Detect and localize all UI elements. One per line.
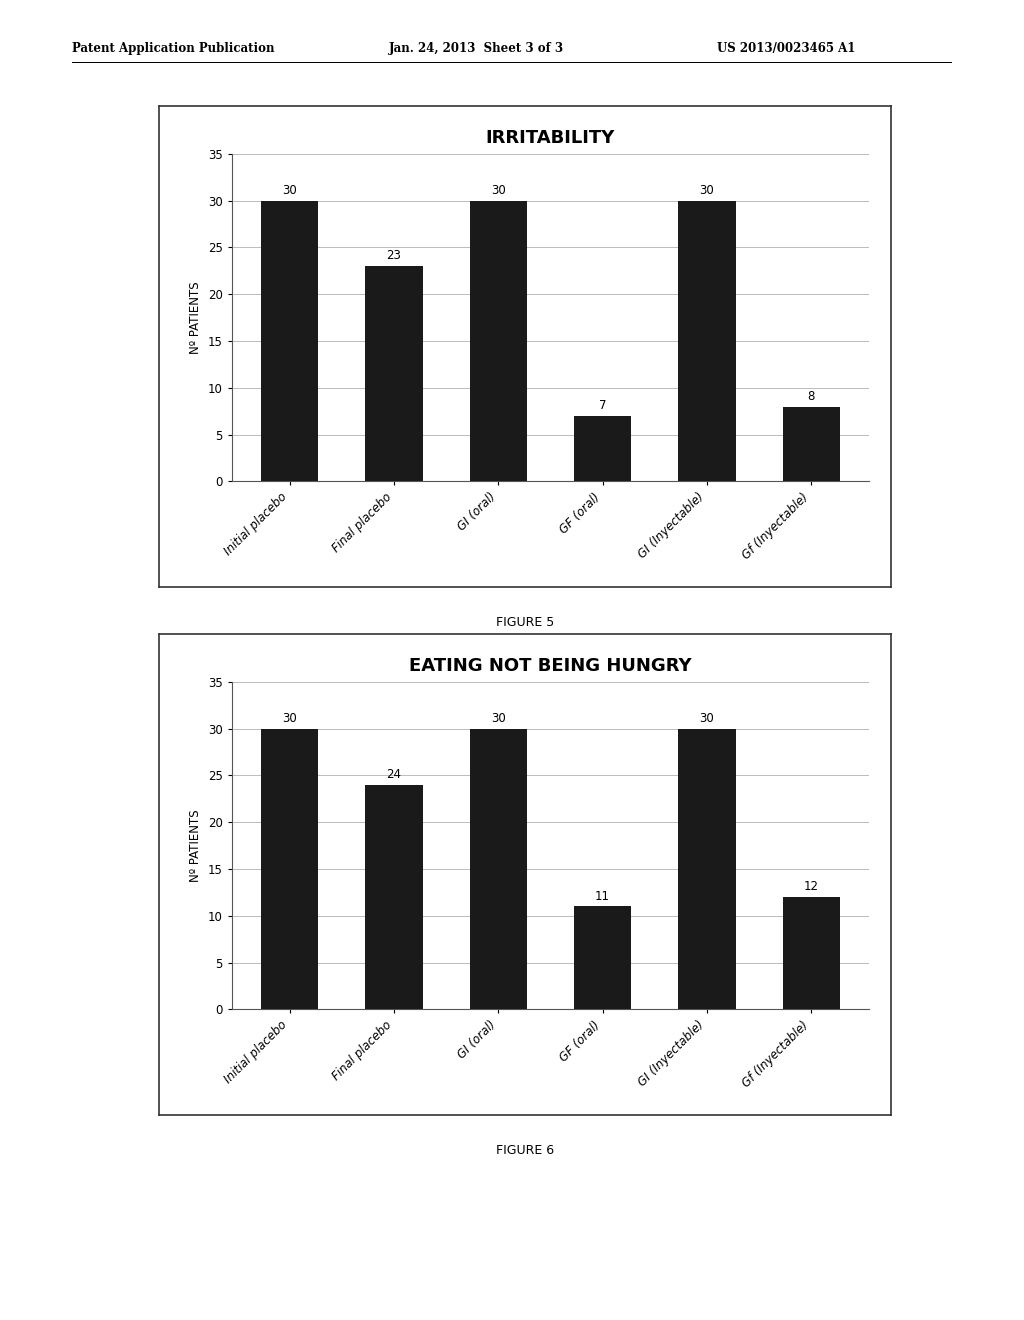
Bar bbox=[261, 201, 318, 482]
Text: 30: 30 bbox=[699, 183, 715, 197]
Bar bbox=[261, 729, 318, 1010]
Text: US 2013/0023465 A1: US 2013/0023465 A1 bbox=[717, 42, 855, 55]
Text: 30: 30 bbox=[283, 711, 297, 725]
Bar bbox=[366, 267, 423, 482]
Text: 30: 30 bbox=[490, 711, 506, 725]
Bar bbox=[470, 729, 527, 1010]
Bar bbox=[678, 729, 735, 1010]
Text: 12: 12 bbox=[804, 880, 819, 894]
Bar bbox=[366, 785, 423, 1010]
Text: FIGURE 6: FIGURE 6 bbox=[496, 1144, 554, 1158]
Bar bbox=[782, 407, 840, 482]
Text: Patent Application Publication: Patent Application Publication bbox=[72, 42, 274, 55]
Title: EATING NOT BEING HUNGRY: EATING NOT BEING HUNGRY bbox=[410, 656, 692, 675]
Text: FIGURE 5: FIGURE 5 bbox=[496, 616, 554, 630]
Text: 30: 30 bbox=[283, 183, 297, 197]
Bar bbox=[678, 201, 735, 482]
Bar bbox=[573, 907, 631, 1010]
Bar bbox=[573, 416, 631, 482]
Text: 11: 11 bbox=[595, 890, 610, 903]
Title: IRRITABILITY: IRRITABILITY bbox=[485, 128, 615, 147]
Text: 7: 7 bbox=[599, 399, 606, 412]
Bar bbox=[470, 201, 527, 482]
Y-axis label: Nº PATIENTS: Nº PATIENTS bbox=[189, 281, 203, 354]
Text: 30: 30 bbox=[490, 183, 506, 197]
Y-axis label: Nº PATIENTS: Nº PATIENTS bbox=[189, 809, 203, 882]
Text: 30: 30 bbox=[699, 711, 715, 725]
Text: Jan. 24, 2013  Sheet 3 of 3: Jan. 24, 2013 Sheet 3 of 3 bbox=[389, 42, 564, 55]
Text: 8: 8 bbox=[808, 389, 815, 403]
Text: 23: 23 bbox=[386, 249, 401, 263]
Bar bbox=[782, 898, 840, 1010]
Text: 24: 24 bbox=[386, 768, 401, 781]
